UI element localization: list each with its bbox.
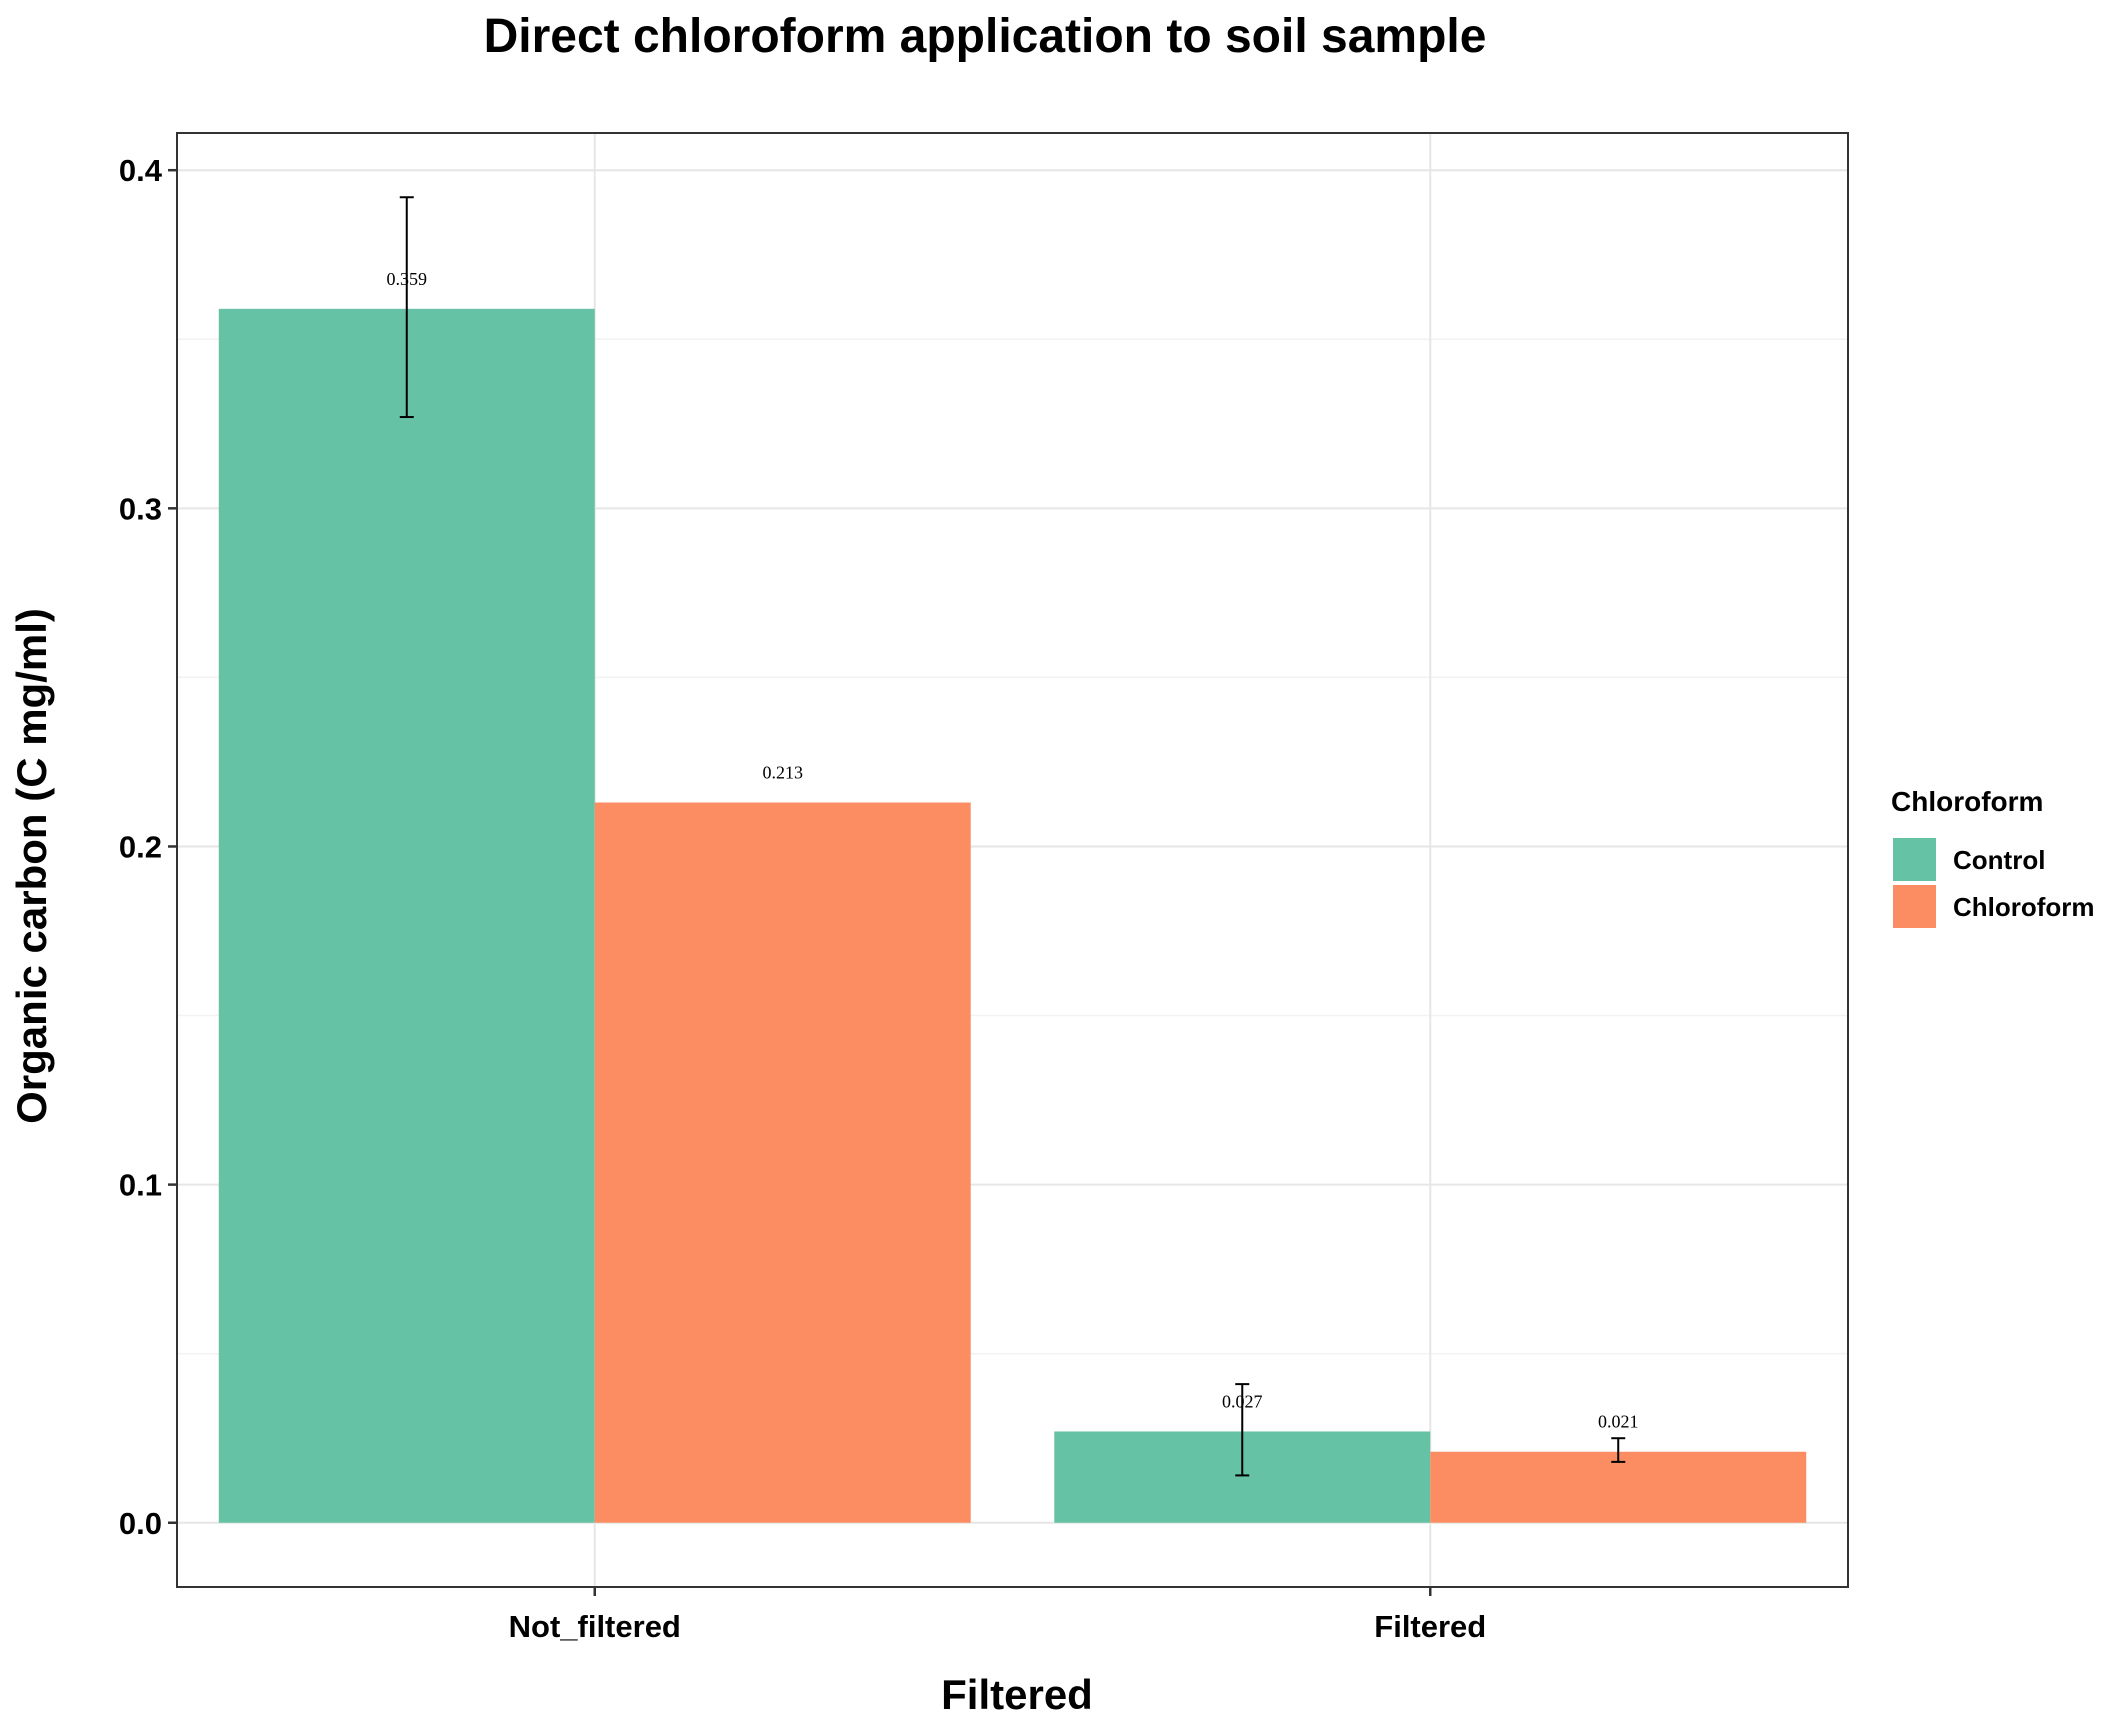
data-label: 0.027 <box>1222 1391 1263 1411</box>
plot-area: 0.359 0.027 0.213 0.021 0.0 0.1 0.2 0.3 0.4 Not_f… <box>119 132 1849 1644</box>
x-axis-title: Filtered <box>941 1671 1093 1718</box>
y-tick-label: 0.2 <box>119 829 162 864</box>
x-tick-label: Not_filtered <box>509 1609 681 1644</box>
plot-border <box>176 132 1849 1588</box>
y-tick-label: 0.1 <box>119 1168 162 1203</box>
legend-title: Chloroform <box>1891 786 2043 817</box>
data-label: 0.213 <box>762 763 803 783</box>
y-tick-label: 0.3 <box>119 491 162 526</box>
bar-chloroform-not_filtered <box>594 802 971 1523</box>
legend: Chloroform Control Chloroform <box>1891 786 2095 928</box>
legend-key-control <box>1893 838 1936 881</box>
y-tick-label: 0.4 <box>119 153 163 188</box>
legend-key-chloroform <box>1893 885 1936 928</box>
chart-title: Direct chloroform application to soil sa… <box>484 10 1487 63</box>
legend-label: Chloroform <box>1953 892 2095 922</box>
legend-label: Control <box>1953 845 2045 875</box>
bar-chloroform-filtered <box>1430 1451 1807 1523</box>
data-label: 0.021 <box>1598 1412 1639 1432</box>
bar-control-not_filtered <box>218 308 595 1523</box>
y-axis-title: Organic carbon (C mg/ml) <box>8 608 55 1124</box>
data-label: 0.359 <box>387 269 428 289</box>
y-tick-label: 0.0 <box>119 1506 162 1541</box>
x-tick-label: Filtered <box>1374 1609 1486 1644</box>
